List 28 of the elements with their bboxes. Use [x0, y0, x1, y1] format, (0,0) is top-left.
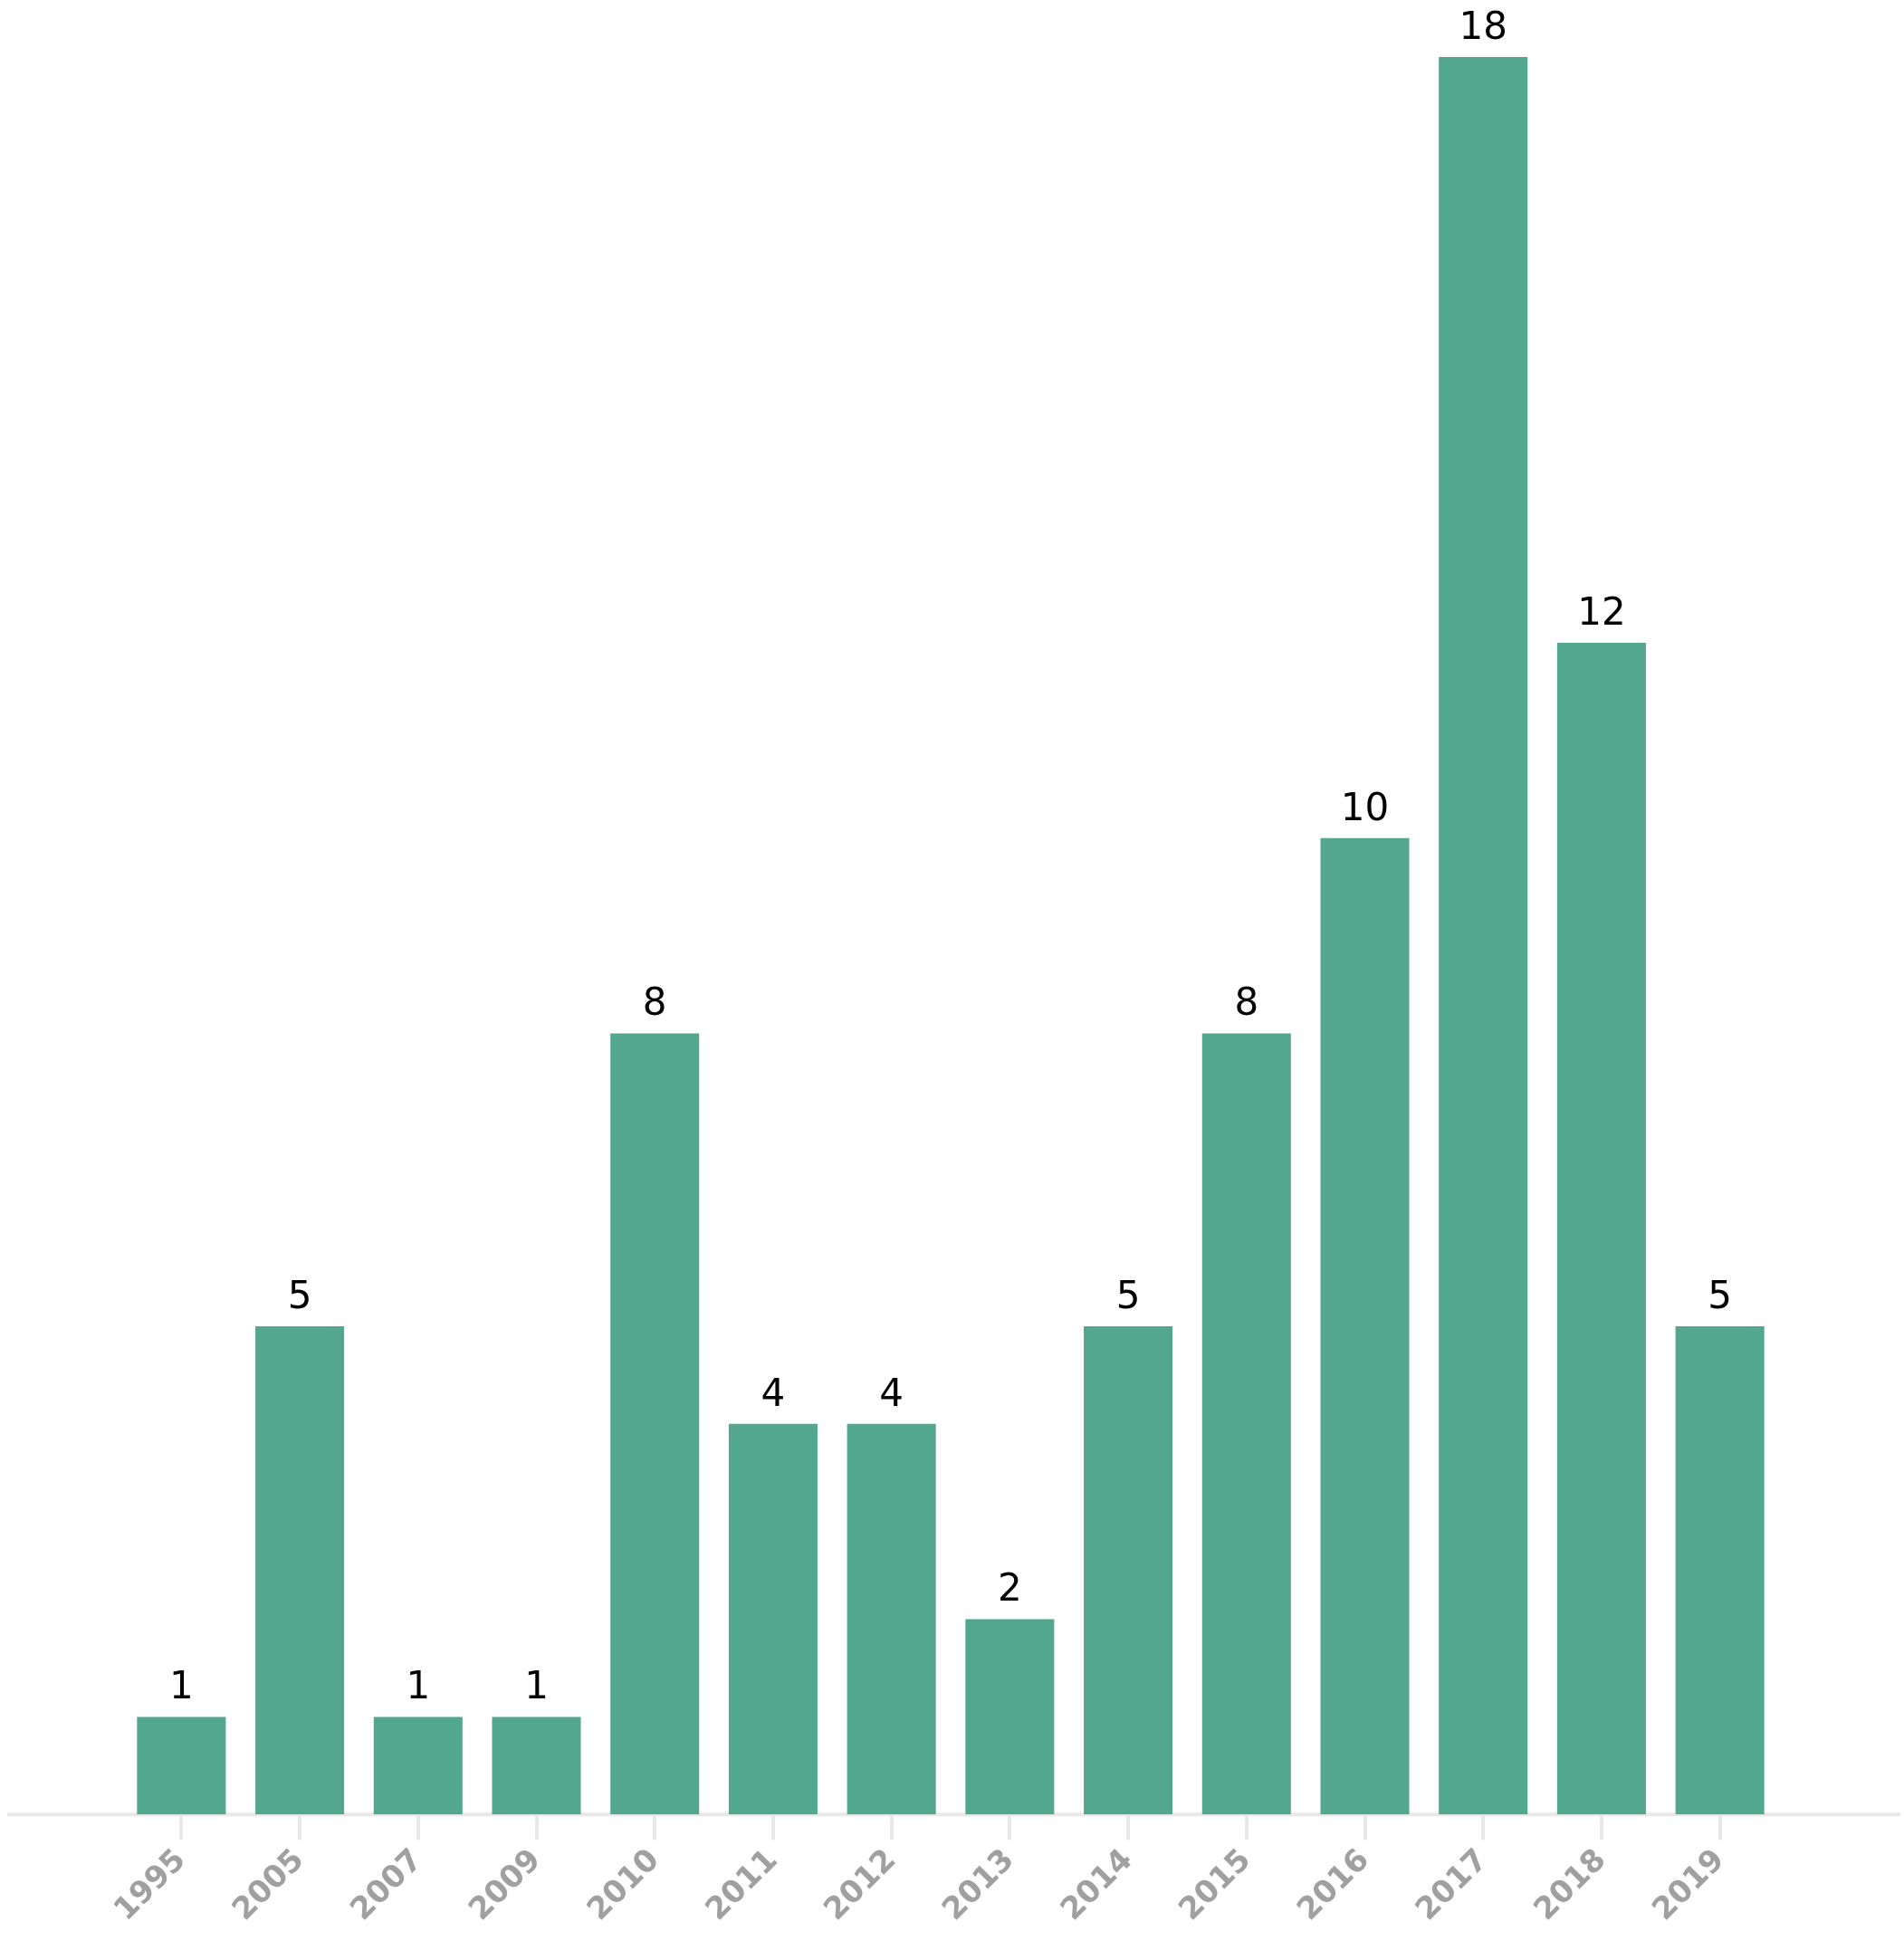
- bar: [728, 1423, 818, 1815]
- bar: [137, 1716, 226, 1815]
- data-label: 8: [642, 980, 667, 1025]
- bar: [1439, 57, 1528, 1815]
- bar: [373, 1716, 463, 1815]
- data-label: 2: [997, 1565, 1022, 1611]
- data-label: 4: [761, 1370, 786, 1415]
- data-label: 4: [879, 1370, 904, 1415]
- bar: [610, 1033, 700, 1815]
- bar: [1675, 1326, 1765, 1815]
- data-label: 12: [1577, 588, 1626, 634]
- bar: [255, 1326, 345, 1815]
- data-label: 5: [1115, 1272, 1141, 1317]
- bar: [1084, 1326, 1173, 1815]
- bar: [965, 1619, 1055, 1815]
- data-label: 1: [168, 1663, 194, 1708]
- data-label: 1: [406, 1663, 431, 1708]
- data-label: 8: [1234, 980, 1259, 1025]
- data-label: 1: [524, 1663, 549, 1708]
- data-label: 10: [1340, 784, 1390, 829]
- bar: [1201, 1033, 1291, 1815]
- bar: [847, 1423, 936, 1815]
- data-label: 5: [1708, 1272, 1733, 1317]
- bar: [1320, 837, 1410, 1815]
- data-label: 18: [1459, 3, 1507, 48]
- data-label: 5: [287, 1272, 312, 1317]
- bar: [1556, 643, 1646, 1815]
- bar: [492, 1716, 581, 1815]
